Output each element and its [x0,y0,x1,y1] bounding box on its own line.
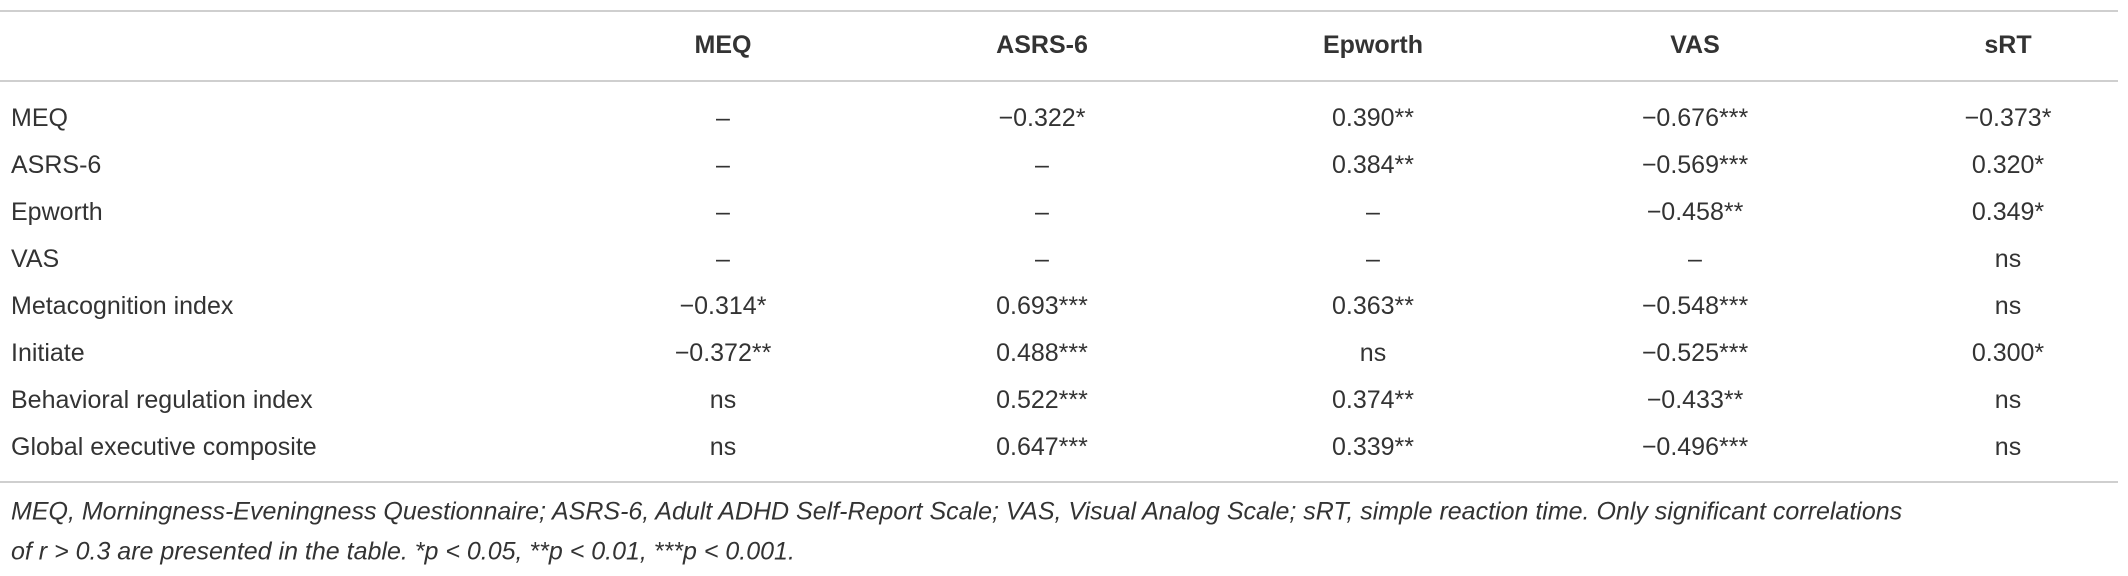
row-label: MEQ [11,104,68,132]
column-header: sRT [1984,31,2032,59]
row-label: Initiate [11,339,85,367]
table-cell: – [1688,245,1702,273]
top-rule [0,10,2118,12]
table-cell: 0.363** [1331,292,1415,320]
column-header: Epworth [1323,31,1423,59]
table-cell: −0.373* [1964,104,2052,132]
table-cell: −0.525*** [1641,339,1749,367]
table-cell: – [1035,198,1049,226]
table-cell: 0.647*** [996,433,1088,461]
table-cell: ns [1994,292,2022,320]
table-cell: ns [709,433,737,461]
table-cell: – [716,245,730,273]
table-cell: – [1035,245,1049,273]
table-cell: 0.522*** [996,386,1088,414]
table-cell: −0.314* [679,292,767,320]
table-cell: ns [1994,386,2022,414]
column-header: VAS [1670,31,1720,59]
table-cell: 0.339** [1331,433,1415,461]
row-label: VAS [11,245,60,273]
table-cell: ns [1994,433,2022,461]
table-cell: −0.458** [1646,198,1744,226]
table-cell: −0.548*** [1641,292,1749,320]
table-cell: −0.496*** [1641,433,1749,461]
table-cell: −0.433** [1646,386,1744,414]
table-cell: 0.300* [1971,339,2045,367]
table-cell: – [1035,151,1049,179]
table-cell: – [1366,245,1380,273]
table-cell: 0.349* [1971,198,2045,226]
table-cell: – [1366,198,1380,226]
table-cell: −0.322* [998,104,1086,132]
table-cell: – [716,104,730,132]
column-header: MEQ [694,31,752,59]
table-cell: −0.676*** [1641,104,1749,132]
table-cell: – [716,151,730,179]
row-label: Behavioral regulation index [11,386,313,414]
table-cell: 0.390** [1331,104,1415,132]
table-cell: 0.384** [1331,151,1415,179]
table-cell: 0.320* [1971,151,2045,179]
footnote: MEQ, Morningness-Eveningness Questionnai… [11,497,1903,526]
table-cell: – [716,198,730,226]
table-cell: −0.569*** [1641,151,1749,179]
bottom-rule [0,481,2118,483]
row-label: Global executive composite [11,433,317,461]
row-label: ASRS-6 [11,151,102,179]
column-header: ASRS-6 [996,31,1088,59]
table-cell: ns [1994,245,2022,273]
table-cell: −0.372** [674,339,772,367]
row-label: Metacognition index [11,292,234,320]
footnote: of r > 0.3 are presented in the table. *… [11,537,795,566]
row-label: Epworth [11,198,103,226]
table-cell: 0.693*** [996,292,1088,320]
table-cell: ns [709,386,737,414]
header-rule [0,80,2118,82]
table-cell: ns [1359,339,1387,367]
table-cell: 0.374** [1331,386,1415,414]
table-cell: 0.488*** [996,339,1088,367]
